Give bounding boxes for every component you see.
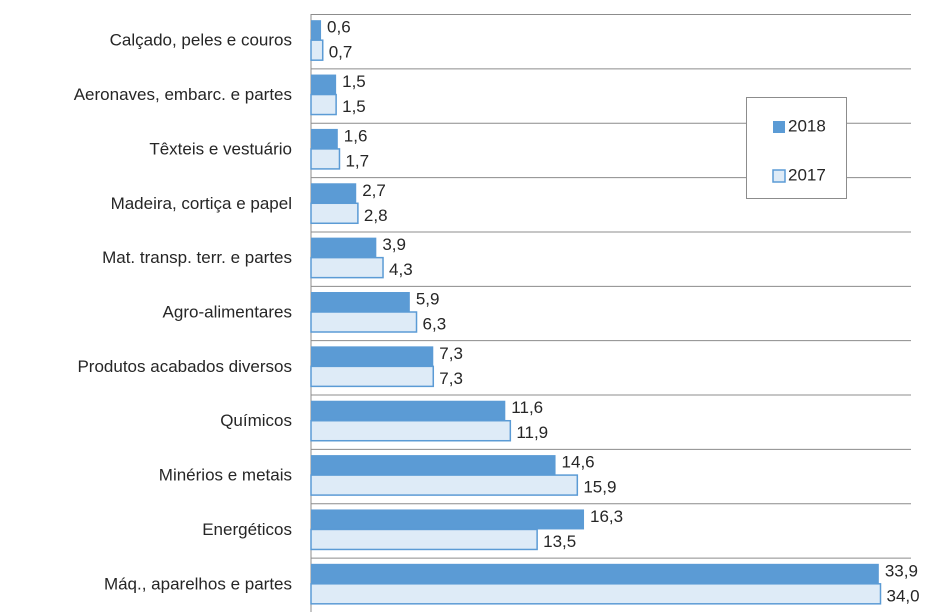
value-label: 11,6 bbox=[511, 398, 543, 417]
value-label: 0,6 bbox=[327, 18, 351, 37]
legend-label: 2017 bbox=[788, 165, 826, 184]
bar bbox=[311, 128, 338, 149]
bar bbox=[311, 563, 879, 584]
value-label: 15,9 bbox=[583, 478, 616, 497]
bar bbox=[311, 400, 506, 421]
bar bbox=[311, 509, 585, 530]
value-label: 7,3 bbox=[439, 369, 463, 388]
category-label: Calçado, peles e couros bbox=[110, 31, 292, 50]
bar bbox=[310, 583, 882, 605]
value-label: 2,8 bbox=[364, 206, 388, 225]
category-label: Produtos acabados diversos bbox=[77, 357, 292, 376]
category-label: Madeira, cortiça e papel bbox=[111, 194, 292, 213]
bar bbox=[311, 455, 556, 476]
value-label: 7,3 bbox=[439, 344, 463, 363]
bar bbox=[310, 311, 418, 333]
bar bbox=[310, 93, 337, 116]
bar bbox=[310, 365, 435, 388]
bar bbox=[310, 256, 384, 279]
bar bbox=[311, 20, 322, 41]
value-label: 3,9 bbox=[382, 235, 406, 254]
legend-swatch bbox=[773, 121, 785, 133]
value-label: 14,6 bbox=[562, 453, 595, 472]
bar bbox=[311, 183, 357, 204]
bar bbox=[310, 39, 324, 61]
value-label: 1,7 bbox=[345, 151, 369, 170]
value-label: 34,0 bbox=[887, 586, 920, 605]
bar bbox=[311, 237, 377, 258]
legend-box bbox=[746, 97, 847, 199]
value-label: 1,5 bbox=[342, 72, 366, 91]
value-label: 33,9 bbox=[885, 561, 918, 580]
value-label: 13,5 bbox=[543, 532, 576, 551]
bar bbox=[311, 346, 434, 367]
category-label: Químicos bbox=[220, 411, 292, 430]
bar bbox=[310, 474, 579, 496]
value-label: 11,9 bbox=[516, 423, 548, 442]
bar bbox=[310, 419, 512, 442]
value-label: 2,7 bbox=[362, 181, 386, 200]
category-label: Energéticos bbox=[202, 520, 292, 539]
category-label: Agro-alimentares bbox=[163, 302, 292, 321]
bar bbox=[311, 292, 410, 312]
bar bbox=[310, 528, 538, 551]
category-label: Aeronaves, embarc. e partes bbox=[74, 85, 292, 104]
legend-label: 2018 bbox=[788, 116, 826, 135]
value-label: 0,7 bbox=[329, 43, 353, 62]
category-label: Mat. transp. terr. e partes bbox=[102, 248, 292, 267]
bar bbox=[310, 148, 341, 170]
value-label: 1,5 bbox=[342, 97, 366, 116]
bar bbox=[310, 202, 359, 225]
bar bbox=[311, 74, 337, 95]
category-label: Minérios e metais bbox=[159, 466, 292, 485]
value-label: 16,3 bbox=[590, 507, 623, 526]
category-label: Têxteis e vestuário bbox=[149, 139, 292, 158]
value-label: 5,9 bbox=[416, 289, 440, 308]
value-label: 6,3 bbox=[423, 314, 447, 333]
category-label: Máq., aparelhos e partes bbox=[104, 574, 292, 593]
value-label: 4,3 bbox=[389, 260, 413, 279]
legend: 2018 2017 bbox=[746, 97, 847, 199]
value-label: 1,6 bbox=[344, 126, 368, 145]
legend-swatch bbox=[772, 169, 786, 183]
